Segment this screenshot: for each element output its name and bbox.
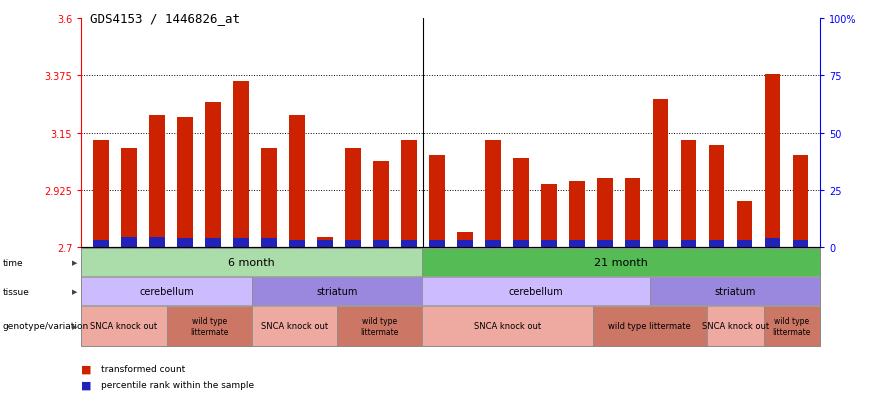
Bar [653, 100, 668, 248]
Text: SNCA knock out: SNCA knock out [90, 322, 157, 330]
Bar [709, 241, 725, 248]
Bar [625, 179, 641, 248]
Bar [93, 241, 109, 248]
Text: transformed count: transformed count [101, 364, 185, 373]
Bar [681, 241, 697, 248]
Bar [625, 241, 641, 248]
Bar [401, 141, 416, 248]
Bar [765, 238, 781, 248]
Bar [149, 237, 164, 248]
Text: ■: ■ [81, 363, 92, 373]
Bar [485, 141, 500, 248]
Text: wild type littermate: wild type littermate [608, 322, 691, 330]
Bar [149, 115, 164, 248]
Text: ▶: ▶ [72, 289, 77, 294]
Text: cerebellum: cerebellum [140, 287, 194, 297]
Bar [429, 156, 445, 248]
Bar [205, 239, 221, 248]
Text: ▶: ▶ [72, 323, 77, 329]
Text: SNCA knock out: SNCA knock out [702, 322, 769, 330]
Bar [261, 239, 277, 248]
Text: ■: ■ [81, 380, 92, 390]
Bar [457, 241, 473, 248]
Text: ▶: ▶ [72, 260, 77, 266]
Bar [709, 146, 725, 248]
Bar [373, 161, 389, 248]
Bar [737, 202, 752, 248]
Text: wild type
littermate: wild type littermate [190, 316, 228, 336]
Bar [513, 241, 529, 248]
Bar [793, 241, 809, 248]
Bar [429, 241, 445, 248]
Bar [569, 241, 584, 248]
Text: GDS4153 / 1446826_at: GDS4153 / 1446826_at [90, 12, 240, 25]
Text: wild type
littermate: wild type littermate [361, 316, 399, 336]
Bar [737, 241, 752, 248]
Bar [681, 141, 697, 248]
Text: striatum: striatum [714, 287, 756, 297]
Bar [513, 159, 529, 248]
Bar [541, 241, 557, 248]
Bar [401, 241, 416, 248]
Bar [485, 241, 500, 248]
Bar [345, 149, 361, 248]
Bar [317, 241, 332, 248]
Bar [345, 241, 361, 248]
Text: percentile rank within the sample: percentile rank within the sample [101, 380, 254, 389]
Text: cerebellum: cerebellum [509, 287, 563, 297]
Bar [289, 241, 305, 248]
Bar [653, 241, 668, 248]
Bar [121, 237, 137, 248]
Text: genotype/variation: genotype/variation [3, 322, 89, 330]
Bar [569, 182, 584, 248]
Bar [289, 115, 305, 248]
Bar [541, 184, 557, 248]
Bar [261, 149, 277, 248]
Bar [177, 118, 193, 248]
Bar [233, 82, 248, 248]
Bar [765, 75, 781, 248]
Bar [457, 233, 473, 248]
Text: SNCA knock out: SNCA knock out [474, 322, 541, 330]
Text: time: time [3, 258, 23, 267]
Text: SNCA knock out: SNCA knock out [261, 322, 328, 330]
Text: wild type
littermate: wild type littermate [773, 316, 812, 336]
Bar [121, 149, 137, 248]
Bar [205, 102, 221, 248]
Bar [373, 241, 389, 248]
Bar [177, 239, 193, 248]
Text: 21 month: 21 month [594, 258, 648, 268]
Text: tissue: tissue [3, 287, 29, 296]
Bar [93, 141, 109, 248]
Bar [233, 239, 248, 248]
Text: 6 month: 6 month [228, 258, 275, 268]
Bar [793, 156, 809, 248]
Text: striatum: striatum [316, 287, 358, 297]
Bar [597, 179, 613, 248]
Bar [597, 241, 613, 248]
Bar [317, 237, 332, 248]
